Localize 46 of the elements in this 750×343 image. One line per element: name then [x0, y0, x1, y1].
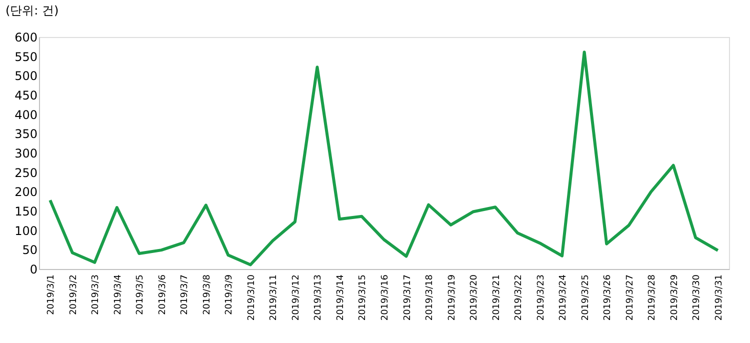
x-tick-label: 2019/3/19 [447, 274, 458, 321]
y-tick-label: 450 [14, 88, 38, 102]
y-tick-label: 400 [14, 108, 38, 122]
x-tick-label: 2019/3/28 [648, 274, 658, 321]
x-tick-label: 2019/3/29 [670, 274, 680, 321]
x-tick-label: 2019/3/7 [180, 274, 190, 315]
x-tick-label: 2019/3/4 [113, 274, 124, 315]
x-tick-label: 2019/3/27 [625, 274, 636, 321]
x-tick-label: 2019/3/16 [380, 274, 390, 321]
y-tick-label: 0 [30, 262, 38, 276]
x-tick-label: 2019/3/11 [269, 274, 280, 321]
x-tick-label: 2019/3/5 [136, 274, 146, 315]
y-tick-label: 500 [14, 69, 38, 84]
x-tick-label: 2019/3/20 [470, 274, 480, 321]
x-tick-label: 2019/3/8 [202, 274, 212, 315]
x-tick-label: 2019/3/21 [492, 274, 502, 321]
x-tick-label: 2019/3/3 [91, 274, 102, 315]
y-tick-label: 150 [14, 204, 38, 218]
x-tick-label: 2019/3/24 [558, 274, 569, 321]
x-tick-label: 2019/3/14 [336, 274, 346, 321]
x-tick-label: 2019/3/23 [536, 274, 546, 321]
x-tick-label: 2019/3/1 [46, 274, 57, 315]
x-tick-label: 2019/3/26 [603, 274, 614, 321]
y-tick-label: 350 [14, 127, 38, 142]
x-tick-label: 2019/3/15 [358, 274, 368, 321]
x-tick-label: 2019/3/6 [158, 274, 168, 315]
y-tick-label: 50 [22, 243, 38, 258]
y-axis-title: (단위: 건) [6, 4, 59, 18]
y-tick-label: 200 [14, 185, 38, 200]
y-tick-label: 100 [14, 224, 38, 238]
y-tick-label: 250 [14, 166, 38, 180]
x-tick-label: 2019/3/30 [692, 274, 702, 321]
x-tick-label: 2019/3/10 [246, 274, 257, 321]
x-tick-label: 2019/3/2 [68, 274, 79, 315]
y-tick-label: 600 [14, 30, 38, 44]
x-tick-label: 2019/3/25 [580, 274, 591, 321]
x-tick-label: 2019/3/18 [425, 274, 436, 321]
x-tick-label: 2019/3/13 [314, 274, 324, 321]
x-tick-label: 2019/3/22 [514, 274, 524, 321]
x-tick-label: 2019/3/9 [224, 274, 235, 315]
line-series [48, 50, 720, 266]
y-tick-label: 300 [14, 146, 38, 160]
y-tick-label: 550 [14, 50, 38, 64]
x-tick-label: 2019/3/12 [291, 274, 302, 321]
x-tick-label: 2019/3/17 [402, 274, 413, 321]
x-tick-label: 2019/3/31 [714, 274, 724, 321]
